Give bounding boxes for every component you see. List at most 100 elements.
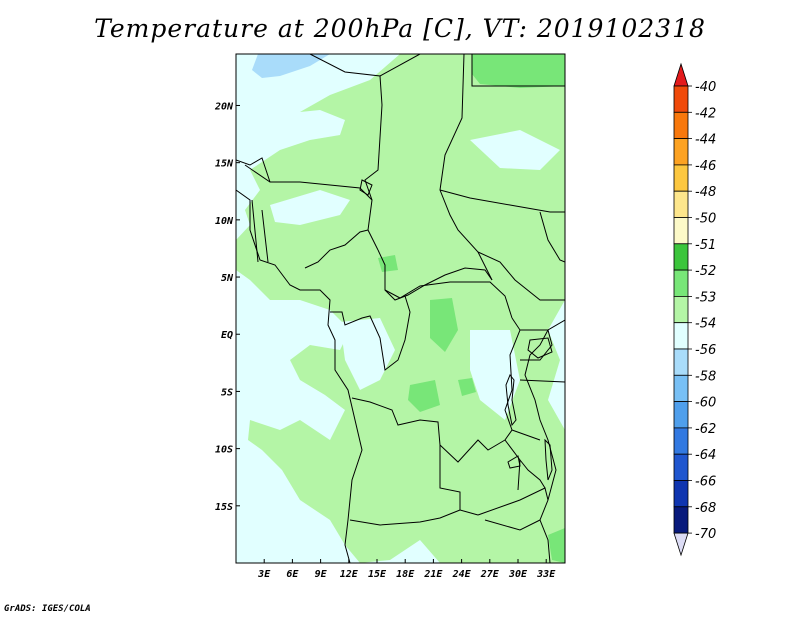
colorbar-label: -56 <box>695 343 716 358</box>
border-angola-zambia <box>439 445 479 516</box>
border-ethiopia <box>539 211 565 263</box>
lon-tick-label: 6E <box>286 569 299 580</box>
lon-tick-label: 9E <box>315 569 328 580</box>
border-zimbabwe <box>484 519 541 531</box>
colorbar-bin <box>673 453 689 481</box>
lon-tick-label: 12E <box>340 569 359 580</box>
colorbar-label: -52 <box>695 264 716 279</box>
border-chad-sudan <box>439 54 493 281</box>
lon-tick-label: 15E <box>368 569 387 580</box>
colorbar-bin <box>673 295 689 324</box>
field-warm-patch-5 <box>548 528 565 563</box>
colorbar-label: -68 <box>695 501 716 516</box>
colorbar-label: -53 <box>695 290 716 305</box>
field-cold-patch-sw <box>236 528 318 563</box>
colorbar-label: -70 <box>695 527 716 542</box>
lat-axis: 20N 15N 10N 5N EQ 5S 10S 15S <box>214 101 240 513</box>
colorbar-bin <box>673 374 689 402</box>
colorbar-label: -64 <box>695 448 716 463</box>
border-car-drc <box>384 281 513 319</box>
temperature-field <box>236 54 565 563</box>
border-namibia <box>349 509 461 526</box>
border-sudan-internal <box>439 189 565 213</box>
lat-tick-label: 10N <box>215 216 234 227</box>
field-cold-patch-nw <box>252 54 330 78</box>
border-tanzania <box>511 379 565 441</box>
lat-tick-label: 5S <box>221 387 233 398</box>
colorbar-bin <box>673 401 689 429</box>
colorbar-label: -60 <box>695 396 716 411</box>
field-warm-patch-2 <box>408 380 440 412</box>
lakes <box>359 179 553 481</box>
border-drc-east <box>504 317 521 491</box>
border-mali-niger <box>236 54 383 251</box>
field-green-main <box>236 54 565 563</box>
map-panel: 3E 6E 9E 12E 15E 18E 21E 24E 27E 30E 33E 20N 15N 10N… <box>214 53 566 580</box>
colorbar-label: -44 <box>695 133 716 148</box>
border-malawi <box>519 459 546 489</box>
field-cyan-hole-3 <box>340 318 395 390</box>
colorbar-bin <box>673 164 689 192</box>
lon-tick-label: 18E <box>396 569 415 580</box>
colorbar-label: -48 <box>695 185 716 200</box>
country-borders <box>236 54 565 563</box>
chart-title: Temperature at 200hPa [C], VT: 201910231… <box>94 14 706 43</box>
colorbar-bin <box>673 111 689 140</box>
coastline-west <box>236 189 363 563</box>
field-warm-patch-3 <box>458 378 476 396</box>
lat-tick-label: EQ <box>221 330 233 341</box>
map-frame <box>235 53 566 564</box>
border-zambia-south <box>477 487 549 516</box>
lon-tick-label: 3E <box>257 569 271 580</box>
colorbar-bin <box>673 506 689 534</box>
lat-tick-label: 20N <box>214 101 234 112</box>
lon-tick-label: 30E <box>508 569 528 580</box>
field-warm-patch-4 <box>378 255 398 272</box>
lon-tick-label: 24E <box>452 569 472 580</box>
colorbar-label: -66 <box>695 475 716 490</box>
colorbar-bin <box>673 85 689 113</box>
grads-credit: GrADS: IGES/COLA <box>4 604 91 614</box>
colorbar-bin <box>673 348 689 376</box>
lon-axis: 3E 6E 9E 12E 15E 18E 21E 24E 27E 30E 33E <box>257 559 556 580</box>
field-cyan-hole-6 <box>236 100 270 160</box>
lon-tick-label: 33E <box>536 569 556 580</box>
colorbar-bottom-arrow <box>673 532 689 557</box>
colorbar-label: -46 <box>695 159 716 174</box>
border-nigeria-cameroon <box>304 229 369 269</box>
border-libya-egypt <box>471 54 565 87</box>
border-drc-angola <box>351 397 506 463</box>
border-uganda <box>520 329 553 361</box>
colorbar-bin <box>673 138 689 166</box>
lon-tick-label: 21E <box>423 569 443 580</box>
border-congo <box>330 295 411 371</box>
lat-tick-label: 15N <box>215 159 234 170</box>
colorbar-label: -62 <box>695 422 716 437</box>
colorbar-bin <box>673 269 689 297</box>
border-niger-chad <box>379 54 421 77</box>
lake-chad <box>359 179 373 196</box>
colorbar-bin <box>673 322 689 350</box>
lake-victoria <box>527 337 553 359</box>
colorbar-bin <box>673 427 689 455</box>
colorbar-top-arrow <box>673 62 689 87</box>
lake-malawi <box>544 438 553 481</box>
field-warm-patch-ne <box>472 54 565 88</box>
colorbar-label: -42 <box>695 106 716 121</box>
colorbar-bin <box>673 190 689 218</box>
colorbar-label: -58 <box>695 369 716 384</box>
lat-tick-label: 5N <box>221 273 234 284</box>
lake-tanganyika <box>505 374 517 427</box>
border-south-sudan <box>477 251 565 301</box>
field-warm-patch-1 <box>430 298 458 352</box>
colorbar-label: -51 <box>695 238 716 253</box>
colorbar-bin <box>673 243 689 271</box>
colorbar-label: -40 <box>695 80 716 95</box>
colorbar-label: -50 <box>695 212 716 227</box>
colorbar-bin <box>673 217 689 245</box>
lake-kariba <box>507 455 521 469</box>
lat-tick-label: 15S <box>215 502 233 513</box>
colorbar: -40 -42 -44 -46 -48 -50 -51 -52 -53 -54 -56 -58 -60 -… <box>673 62 716 557</box>
field-cyan-hole-1 <box>270 190 350 225</box>
